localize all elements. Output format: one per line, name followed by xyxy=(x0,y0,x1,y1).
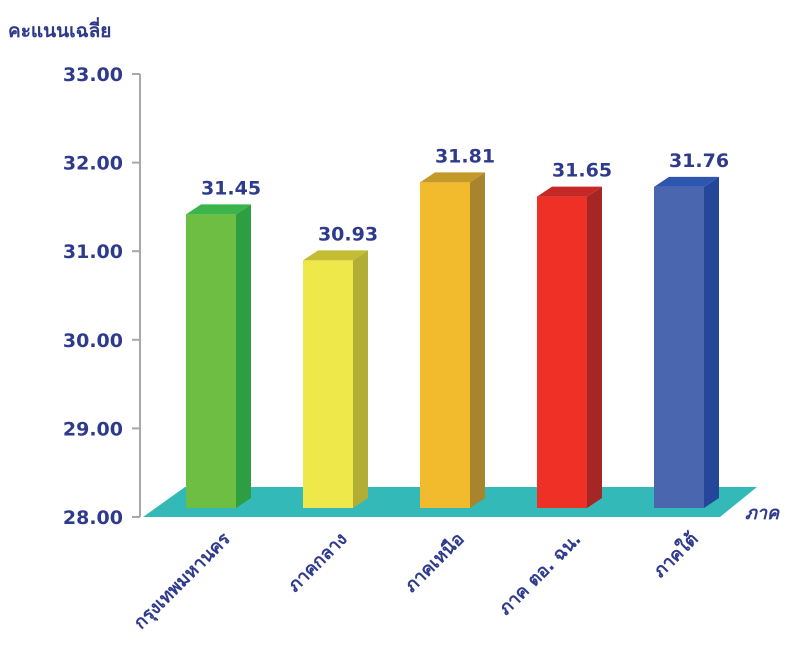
bar-value-label: 30.93 xyxy=(318,223,378,245)
bar-front-face xyxy=(186,214,236,508)
category-label: ภาคใต้ xyxy=(648,528,702,582)
bar-value-label: 31.81 xyxy=(435,145,495,167)
bar xyxy=(186,204,251,508)
y-tick-label: 31.00 xyxy=(63,241,123,263)
category-label: ภาค ตอ. ฉน. xyxy=(495,529,586,620)
bar-side-face xyxy=(587,186,602,509)
y-tick-label: 33.00 xyxy=(63,64,123,86)
bar-value-label: 31.45 xyxy=(201,177,261,199)
bar-top-face xyxy=(654,176,719,187)
bar xyxy=(303,250,368,509)
bar xyxy=(420,172,485,508)
y-tick-label: 32.00 xyxy=(63,153,123,175)
bar-front-face xyxy=(537,196,587,509)
bar-front-face xyxy=(303,260,353,508)
bar-top-face xyxy=(303,250,368,261)
category-label: กรุงเทพมหานคร xyxy=(130,528,236,634)
bar xyxy=(537,186,602,509)
bar-top-face xyxy=(420,172,485,183)
bar-side-face xyxy=(353,250,368,509)
bar-top-face xyxy=(537,186,602,197)
bar-side-face xyxy=(704,176,719,508)
y-tick-label: 30.00 xyxy=(63,330,123,352)
y-tick-label: 28.00 xyxy=(63,507,123,529)
bar-front-face xyxy=(654,186,704,508)
category-label: ภาคเหนือ xyxy=(401,529,469,597)
bar-value-label: 31.76 xyxy=(669,150,729,172)
data-labels: 31.45 30.93 31.81 31.65 31.76 xyxy=(201,145,729,245)
bar-front-face xyxy=(420,182,470,508)
category-labels: กรุงเทพมหานคร ภาคกลาง ภาคเหนือ ภาค ตอ. ฉน. ภ… xyxy=(130,528,703,634)
y-axis-ticks: 28.00 29.00 30.00 31.00 32.00 33.00 xyxy=(63,64,140,529)
bar-side-face xyxy=(236,204,251,508)
bar-value-label: 31.65 xyxy=(552,160,612,182)
bar-top-face xyxy=(186,204,251,215)
category-label: ภาคกลาง xyxy=(284,529,352,597)
x-axis-title: ภาค xyxy=(745,503,780,524)
y-axis-title: คะแนนเฉลี่ย xyxy=(8,17,111,42)
bars xyxy=(186,172,719,509)
y-tick-label: 29.00 xyxy=(63,418,123,440)
bar-side-face xyxy=(470,172,485,508)
bar xyxy=(654,176,719,508)
